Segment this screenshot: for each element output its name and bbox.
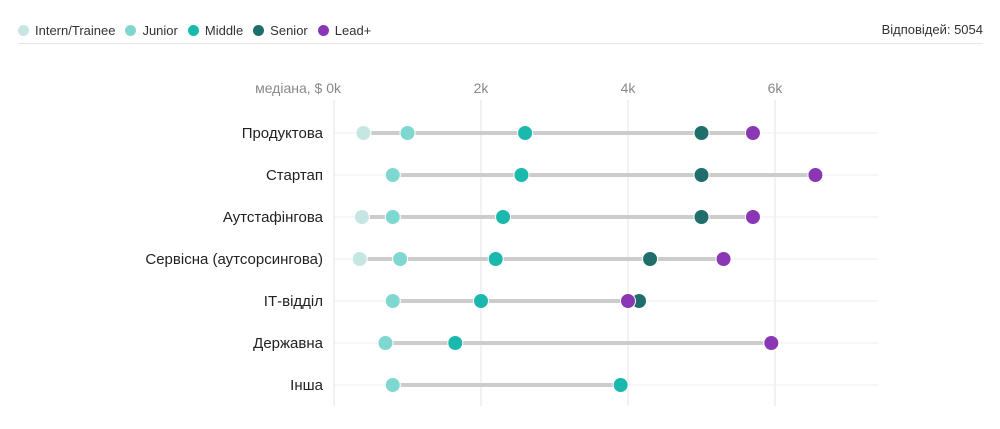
legend-swatch bbox=[253, 24, 265, 36]
data-point-1 bbox=[384, 167, 401, 183]
data-point-4 bbox=[715, 251, 732, 267]
legend-swatch bbox=[317, 24, 329, 36]
data-point-2 bbox=[447, 335, 464, 351]
data-point-1 bbox=[384, 209, 401, 225]
data-point-4 bbox=[744, 125, 761, 141]
responses-count: Відповідей: 5054 bbox=[881, 22, 983, 37]
legend-label: Lead+ bbox=[334, 22, 372, 38]
legend-item: Intern/Trainee bbox=[18, 23, 115, 38]
data-point-4 bbox=[744, 209, 761, 225]
data-point-3 bbox=[693, 125, 710, 141]
data-point-2 bbox=[495, 209, 512, 225]
legend-label: Middle bbox=[204, 22, 244, 38]
legend-item: Middle bbox=[187, 22, 244, 38]
legend-swatch bbox=[125, 24, 137, 36]
legend-label: Junior bbox=[142, 22, 178, 38]
x-tick-label: 2k bbox=[474, 80, 490, 96]
data-point-1 bbox=[392, 251, 409, 267]
data-point-1 bbox=[384, 293, 401, 309]
data-point-2 bbox=[612, 377, 629, 393]
data-point-3 bbox=[693, 209, 710, 225]
legend-item: Senior bbox=[253, 23, 308, 38]
data-point-4 bbox=[763, 335, 780, 351]
legend: Intern/Trainee Junior Middle Senior Lead+ bbox=[18, 19, 381, 41]
legend-swatch bbox=[18, 24, 29, 36]
data-point-4 bbox=[620, 293, 636, 309]
data-point-2 bbox=[517, 125, 534, 141]
data-point-1 bbox=[399, 125, 416, 141]
category-label: Стартап bbox=[266, 167, 323, 184]
legend-item: Lead+ bbox=[317, 22, 372, 38]
data-point-1 bbox=[377, 335, 394, 351]
legend-label: Intern/Trainee bbox=[35, 22, 116, 38]
category-label: Сервісна (аутсорсингова) bbox=[145, 251, 323, 268]
data-point-1 bbox=[384, 377, 401, 393]
data-point-0 bbox=[351, 251, 368, 267]
legend-swatch bbox=[187, 24, 199, 36]
data-point-3 bbox=[642, 251, 659, 267]
data-point-4 bbox=[807, 167, 824, 183]
data-point-0 bbox=[355, 125, 372, 141]
category-label: ІТ-відділ bbox=[264, 293, 323, 310]
data-point-0 bbox=[353, 209, 370, 225]
data-point-2 bbox=[473, 293, 489, 309]
category-label: Аутстафінгова bbox=[223, 209, 324, 226]
category-label: Продуктова bbox=[242, 125, 324, 142]
x-axis-title-and-tick: медіана, $ 0k bbox=[255, 80, 342, 96]
legend-label: Senior bbox=[270, 22, 308, 38]
x-tick-label: 4k bbox=[621, 80, 637, 96]
data-point-2 bbox=[487, 251, 504, 267]
data-point-3 bbox=[693, 167, 710, 183]
header-divider bbox=[18, 43, 983, 44]
legend-item: Junior bbox=[125, 22, 178, 38]
data-point-2 bbox=[513, 167, 530, 183]
category-label: Державна bbox=[253, 335, 323, 352]
category-label: Інша bbox=[290, 377, 323, 394]
x-tick-label: 6k bbox=[768, 80, 784, 96]
